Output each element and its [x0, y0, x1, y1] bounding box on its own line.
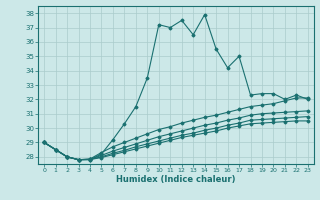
X-axis label: Humidex (Indice chaleur): Humidex (Indice chaleur) [116, 175, 236, 184]
